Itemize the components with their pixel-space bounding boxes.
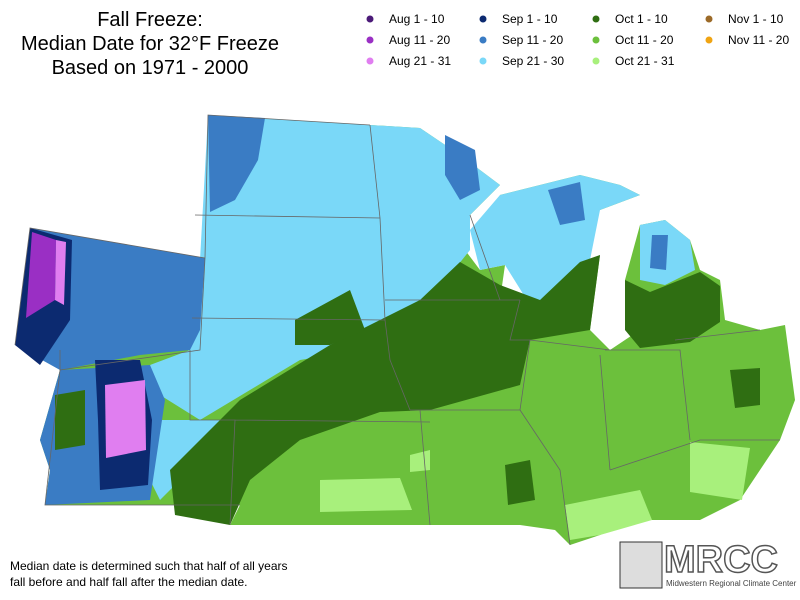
title-line: Based on 1971 - 2000 — [52, 57, 249, 79]
zone — [548, 182, 585, 225]
logo-abbreviation: MRCC — [664, 539, 778, 581]
zone — [208, 115, 265, 212]
zone — [26, 232, 56, 318]
logo: MRCC Midwestern Regional Climate Center — [619, 538, 797, 589]
zone — [105, 380, 146, 458]
legend-swatch — [366, 36, 374, 44]
zone — [625, 272, 720, 348]
legend-swatch — [705, 15, 713, 23]
state-borders — [14, 114, 780, 546]
legend-swatch — [592, 15, 600, 23]
zone — [55, 240, 66, 305]
zone — [505, 460, 535, 505]
logo-name: Midwestern Regional Climate Center — [666, 579, 797, 588]
legend-label: Aug 1 - 10 — [389, 12, 445, 26]
legend-swatch — [366, 15, 374, 23]
legend-label: Aug 21 - 31 — [389, 54, 451, 68]
title-line: Fall Freeze: — [97, 9, 203, 31]
zone — [445, 135, 480, 200]
legend-swatch — [592, 57, 600, 65]
zone — [320, 478, 412, 512]
title: Fall Freeze:Median Date for 32°F FreezeB… — [21, 9, 279, 79]
zone — [55, 390, 85, 450]
legend: Aug 1 - 10 Aug 11 - 20 Aug 21 - 31 Sep 1 - … — [366, 12, 789, 68]
title-line: Median Date for 32°F Freeze — [21, 33, 279, 55]
legend-label: Nov 11 - 20 — [728, 33, 789, 47]
legend-swatch — [366, 57, 374, 65]
zone — [730, 368, 760, 408]
legend-swatch — [592, 36, 600, 44]
footnote-line: Median date is determined such that half… — [10, 559, 288, 573]
footnote: Median date is determined such that half… — [10, 559, 288, 589]
legend-label: Oct 1 - 10 — [615, 12, 668, 26]
legend-label: Sep 11 - 20 — [502, 33, 563, 47]
legend-label: Nov 1 - 10 — [728, 12, 784, 26]
footnote-line: fall before and half fall after the medi… — [10, 575, 248, 589]
map — [14, 114, 795, 546]
legend-label: Aug 11 - 20 — [389, 33, 450, 47]
zone — [170, 255, 600, 525]
legend-swatch — [705, 36, 713, 44]
legend-swatch — [479, 57, 487, 65]
zone — [295, 290, 365, 345]
legend-label: Oct 21 - 31 — [615, 54, 675, 68]
zone — [650, 235, 668, 270]
logo-graphic — [619, 541, 663, 589]
legend-label: Oct 11 - 20 — [615, 33, 674, 47]
legend-swatch — [479, 36, 487, 44]
legend-swatch — [479, 15, 487, 23]
zone — [690, 442, 750, 500]
legend-label: Sep 21 - 30 — [502, 54, 564, 68]
zone — [565, 490, 652, 540]
zone — [470, 175, 640, 305]
legend-label: Sep 1 - 10 — [502, 12, 558, 26]
